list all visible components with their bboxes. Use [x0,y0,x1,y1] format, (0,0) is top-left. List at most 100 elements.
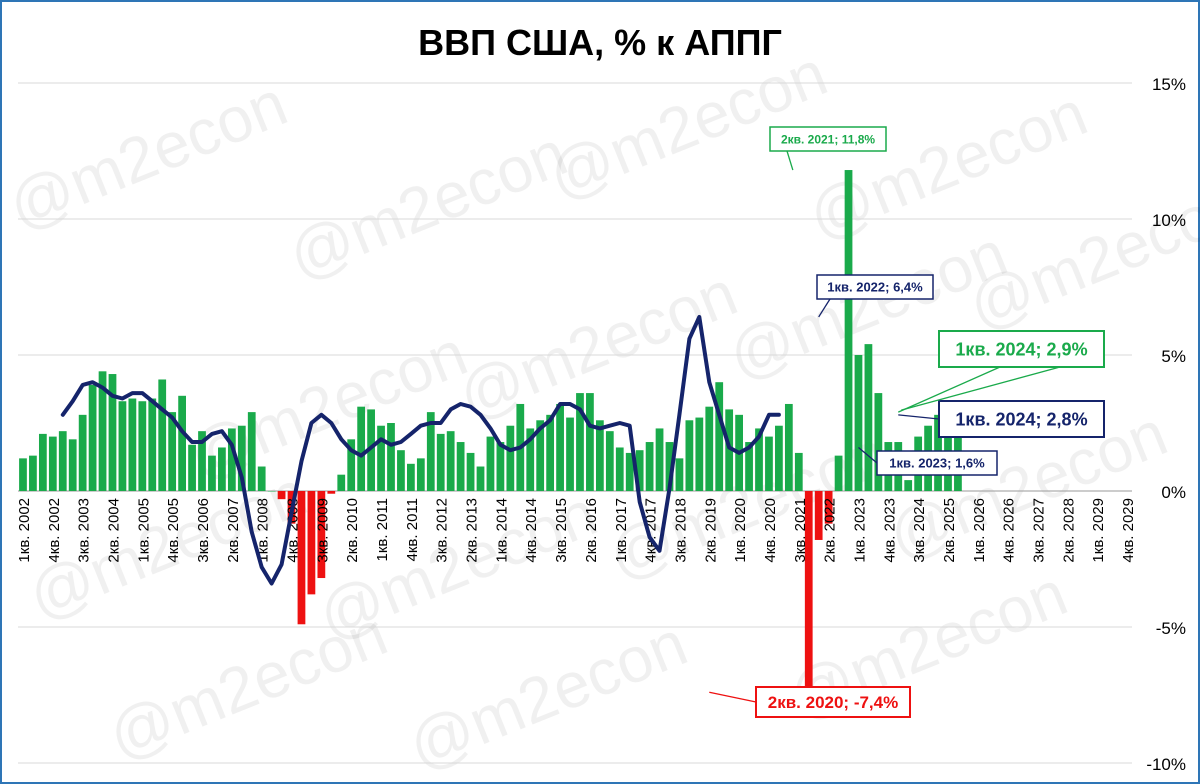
x-tick-label: 3кв. 2027 [1031,498,1048,563]
bar [904,480,913,491]
bar [247,412,256,491]
bar [367,409,375,491]
trend-line [60,314,781,586]
bar [655,428,664,491]
bar [695,417,704,491]
bar [377,425,385,491]
watermark-text: @m2econ [278,117,576,293]
callout-leader [709,691,757,703]
bar [38,433,47,491]
bar [466,452,475,491]
bar [128,398,137,491]
bar [814,491,823,540]
bar [347,439,356,491]
x-tick-label: 1кв. 2011 [374,498,391,561]
x-tick-label: 2кв. 2016 [583,498,600,563]
bar [496,442,505,491]
bar [576,393,584,491]
bar [725,409,734,491]
bar [615,447,624,491]
x-tick-label: 2кв. 2022 [822,498,839,563]
bar [685,420,694,491]
x-tick-label: 4кв. 2005 [165,498,182,563]
bar [29,455,37,491]
bar [506,425,515,491]
x-tick-label: 1кв. 2020 [732,498,749,563]
x-tick-label: 1кв. 2026 [971,498,988,563]
bar [327,491,336,494]
callout-label: 1кв. 2024; 2,8% [955,409,1087,429]
bar [645,442,654,491]
callout-leader [898,414,940,420]
x-tick-label: 4кв. 2023 [881,498,898,563]
x-tick-label: 3кв. 2012 [434,498,451,563]
y-tick-label: -10% [1146,755,1186,774]
bar [277,491,286,500]
bar [715,382,724,491]
x-tick-label: 4кв. 2014 [523,498,540,563]
bar [546,414,555,491]
watermark-text: @m2econ [538,37,836,213]
y-tick-label: 0% [1161,483,1186,502]
bar [78,414,87,491]
x-tick-label: 4кв. 2002 [46,498,63,563]
bar [605,431,614,491]
y-tick-label: 10% [1152,211,1186,230]
callout-leader [901,366,1061,411]
x-tick-label: 2кв. 2004 [105,498,122,563]
y-tick-label: -5% [1156,619,1186,638]
bar [58,431,67,491]
bar [745,442,753,491]
callout-box [769,126,887,152]
watermark-text: @m2econ [98,597,396,773]
chart-title: ВВП США, % к АППГ [418,22,782,63]
x-tick-label: 4кв. 2008 [285,498,302,563]
x-tick-label: 3кв. 2024 [911,498,928,563]
bar [486,436,495,491]
bar [456,442,465,491]
bar [158,379,167,491]
bar [784,403,793,491]
bar [864,344,873,491]
bar [874,393,883,491]
bar [188,444,196,491]
bar [625,452,634,491]
bar [118,401,127,491]
x-tick-label: 3кв. 2009 [314,498,331,563]
callout-leader [897,366,1001,413]
x-tick-label: 4кв. 2026 [1001,498,1018,563]
x-tick-label: 2кв. 2007 [225,498,242,563]
bar [566,417,574,491]
watermark-text: @m2econ [798,77,1096,253]
x-tick-label: 1кв. 2029 [1090,498,1107,563]
callout-box [876,450,998,476]
callout-box [938,400,1105,438]
bar [755,428,763,491]
x-tick-label: 1кв. 2002 [16,498,33,563]
bar [267,491,276,492]
bar [775,425,783,491]
callout-box [816,274,934,300]
x-tick-label: 3кв. 2015 [553,498,570,563]
bar [675,458,684,491]
watermark-text: @m2econ [398,607,696,783]
bar [227,428,236,491]
x-tick-label: 2кв. 2019 [702,498,719,563]
x-tick-label: 2кв. 2013 [464,498,481,563]
x-tick-label: 4кв. 2029 [1120,498,1137,563]
bar [68,439,77,491]
callout-leader [858,446,878,464]
bar [765,436,773,491]
bar [208,455,216,491]
x-tick-label: 3кв. 2003 [76,498,93,563]
bar [595,420,604,491]
callout-label: 2кв. 2020; -7,4% [768,693,898,712]
bar [148,398,157,491]
bar [426,412,435,491]
x-axis-labels: 1кв. 2002 4кв. 2002 3кв. 2003 2кв. 2004 1кв.… [16,498,1137,563]
callout-label: 2кв. 2021; 11,8% [781,132,875,146]
bar [854,355,863,491]
bar [237,425,246,491]
